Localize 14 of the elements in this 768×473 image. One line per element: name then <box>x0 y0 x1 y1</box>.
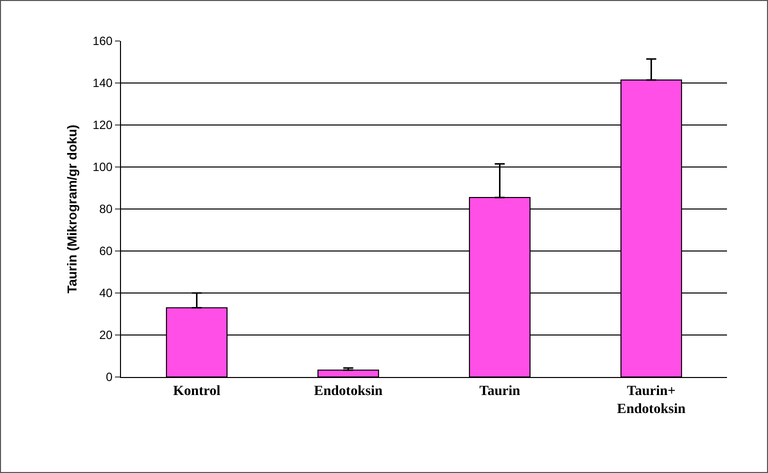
y-tick-label: 160 <box>92 34 113 48</box>
y-tick-label: 20 <box>99 328 113 342</box>
y-tick-label: 60 <box>99 244 113 258</box>
y-axis-title: Taurin (Mikrogram/gr doku) <box>64 124 80 294</box>
x-tick-label: Taurin+ Endotoksin <box>617 384 686 417</box>
y-tick-label: 140 <box>92 76 113 90</box>
x-tick-label: Taurin <box>479 384 520 399</box>
y-tick-label: 0 <box>106 370 113 384</box>
x-tick-label: Endotoksin <box>314 384 383 399</box>
y-tick-label: 120 <box>92 118 113 132</box>
y-tick-label: 100 <box>92 160 113 174</box>
x-tick-label: Kontrol <box>173 384 220 399</box>
y-tick-label: 80 <box>99 202 113 216</box>
y-tick-label: 40 <box>99 286 113 300</box>
